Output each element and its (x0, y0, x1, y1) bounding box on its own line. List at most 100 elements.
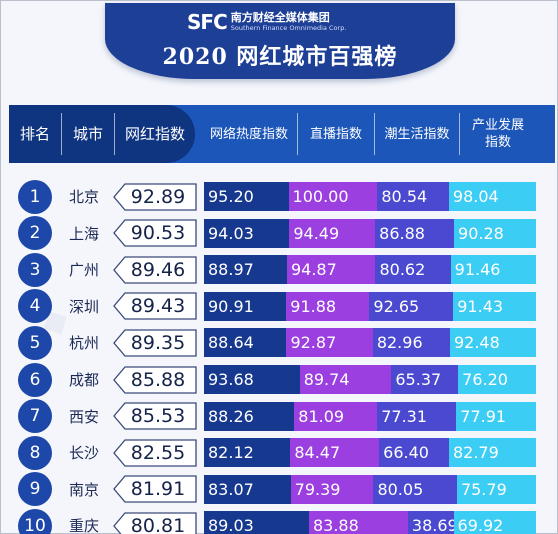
composite-index-value: 80.81 (130, 514, 186, 534)
composite-index-tag: 85.53 (113, 402, 197, 430)
composite-index-value: 89.46 (130, 258, 186, 281)
header-city: 城市 (72, 124, 103, 143)
city-name: 西安 (69, 407, 100, 426)
page-title: 2020 网红城市百强榜 (162, 44, 398, 70)
rank-badge: 9 (18, 472, 52, 507)
rank-badge: 5 (18, 325, 52, 360)
bar-segment: 89.03 (204, 511, 309, 534)
rank-badge: 6 (18, 362, 52, 397)
header-divider (61, 113, 62, 155)
bar-segment: 79.39 (290, 474, 374, 504)
bar-segment: 80.62 (375, 255, 451, 285)
composite-index-tag: 82.55 (113, 439, 197, 467)
composite-index-tag: 80.81 (113, 512, 197, 534)
bar-segment: 90.28 (454, 218, 536, 248)
header-index: 网红指数 (124, 124, 185, 143)
composite-index-tag: 89.46 (113, 256, 197, 284)
bar-segment: 82.79 (448, 438, 536, 468)
logo-mark: SFC (187, 10, 228, 34)
bar-segment: 91.88 (286, 291, 370, 321)
composite-index-tag: 90.53 (113, 219, 197, 247)
composite-index-tag: 89.43 (113, 292, 197, 320)
logo: SFC 南方财经全媒体集团 Southern Finance Omnimedia… (187, 9, 346, 35)
bar-segment: 94.87 (286, 255, 376, 285)
header-rank: 排名 (19, 124, 50, 143)
bar-segment: 94.03 (204, 218, 290, 248)
logo-chinese-name: 南方财经全媒体集团 (230, 11, 330, 24)
rank-badge: 3 (18, 252, 52, 287)
bar-segment: 77.91 (456, 401, 536, 431)
bar-segment: 38.69 (407, 511, 458, 534)
bar-segment: 81.09 (294, 401, 378, 431)
bar-segment: 100.00 (288, 182, 378, 211)
city-name: 长沙 (69, 444, 100, 463)
header-network-heat: 网络热度指数 (209, 126, 288, 142)
bar-segment: 91.46 (450, 255, 536, 285)
bar-segment: 88.64 (204, 328, 287, 358)
composite-index-value: 89.43 (130, 295, 186, 318)
bar-segment: 95.20 (204, 182, 289, 211)
header-divider (374, 113, 375, 155)
city-name: 北京 (69, 188, 100, 206)
bar-segment: 65.37 (391, 365, 459, 394)
composite-index-value: 85.88 (130, 368, 186, 391)
composite-index-value: 81.91 (130, 478, 186, 501)
city-name: 深圳 (69, 297, 100, 316)
bar-segment: 92.87 (286, 328, 373, 358)
composite-index-value: 90.53 (130, 222, 186, 245)
city-name: 杭州 (69, 334, 100, 353)
rank-badge: 7 (18, 399, 52, 434)
bar-segment: 90.91 (204, 291, 287, 321)
header-trend-life: 潮生活指数 (384, 126, 450, 142)
bar-segment: 82.12 (204, 438, 291, 468)
bar-segment: 77.31 (377, 401, 457, 431)
bar-segment: 80.05 (373, 474, 457, 504)
bar-segment: 82.96 (372, 328, 450, 358)
composite-index-value: 92.89 (130, 185, 186, 208)
bar-segment: 86.88 (375, 218, 455, 248)
city-name: 成都 (69, 371, 100, 389)
title-banner: SFC 南方财经全媒体集团 Southern Finance Omnimedia… (105, 3, 455, 79)
bar-segment: 76.20 (458, 365, 536, 394)
composite-index-value: 89.35 (130, 331, 186, 354)
bar-segment: 83.07 (204, 474, 291, 504)
bar-segment: 92.65 (369, 291, 454, 321)
composite-index-value: 82.55 (130, 441, 186, 464)
bar-segment: 98.04 (448, 182, 536, 211)
city-name: 广州 (69, 261, 100, 280)
column-header-left (9, 105, 195, 163)
composite-index-tag: 92.89 (113, 182, 197, 211)
city-name: 南京 (69, 480, 100, 499)
header-industry: 产业发展指数 (471, 118, 524, 150)
rank-badge: 8 (18, 435, 52, 470)
composite-index-tag: 81.91 (113, 475, 197, 503)
bar-segment: 80.54 (377, 182, 449, 211)
rank-badge: 10 (18, 508, 52, 534)
bar-segment: 66.40 (379, 438, 449, 468)
city-name: 重庆 (69, 517, 100, 534)
logo-english-name: Southern Finance Omnimedia Corp. (230, 24, 347, 32)
bar-segment: 88.97 (204, 255, 287, 285)
bar-segment: 83.88 (308, 511, 408, 534)
bar-segment: 88.26 (204, 401, 295, 431)
header-live-stream: 直播指数 (309, 126, 362, 142)
city-name: 上海 (69, 224, 100, 243)
bar-segment: 69.92 (453, 511, 536, 534)
composite-index-tag: 89.35 (113, 329, 197, 357)
rank-badge: 2 (18, 216, 52, 251)
bar-segment: 84.47 (290, 438, 380, 468)
bar-segment: 94.49 (289, 218, 376, 248)
bar-segment: 93.68 (204, 365, 300, 394)
header-divider (114, 113, 115, 155)
rank-badge: 4 (18, 289, 52, 324)
rank-badge: 1 (18, 179, 52, 214)
bar-segment: 91.43 (453, 291, 536, 321)
composite-index-tag: 85.88 (113, 365, 197, 394)
header-divider (459, 113, 460, 155)
header-divider (297, 113, 298, 155)
bar-segment: 92.48 (449, 328, 536, 358)
bar-segment: 89.74 (299, 365, 392, 394)
composite-index-value: 85.53 (130, 405, 186, 428)
bar-segment: 75.79 (456, 474, 536, 504)
